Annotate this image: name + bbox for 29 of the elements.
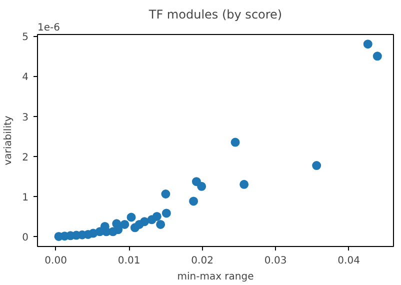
- point: [372, 52, 382, 61]
- x-tick-label: 0.03: [264, 256, 287, 266]
- point: [120, 220, 130, 229]
- y-tick-label: 4: [22, 72, 29, 84]
- x-tick-label: 0.04: [338, 256, 360, 266]
- text: 1e-6: [38, 22, 60, 34]
- y-tick-label: 1: [22, 192, 29, 204]
- y-axis-title: variability: [3, 116, 14, 166]
- point: [363, 40, 372, 49]
- y-tick-label: 5: [22, 32, 29, 44]
- x-axis-title: min-max range: [177, 272, 254, 282]
- point: [147, 215, 156, 224]
- x-tick-label: 0.01: [118, 256, 140, 266]
- x-tick-label: 0.00: [44, 256, 67, 266]
- point: [230, 138, 240, 147]
- y-tick-label: 0: [22, 232, 29, 244]
- point: [130, 223, 140, 232]
- point: [189, 196, 198, 206]
- point: [126, 212, 136, 222]
- point: [156, 220, 166, 229]
- point: [240, 180, 249, 189]
- y-tick-label: 3: [22, 112, 29, 124]
- point: [312, 161, 322, 170]
- point: [161, 190, 170, 198]
- chart-title: TF modules (by score): [148, 8, 282, 22]
- point: [197, 182, 206, 191]
- point: [162, 208, 171, 218]
- y-tick-label: 2: [22, 152, 29, 164]
- x-tick-label: 0.02: [191, 256, 214, 266]
